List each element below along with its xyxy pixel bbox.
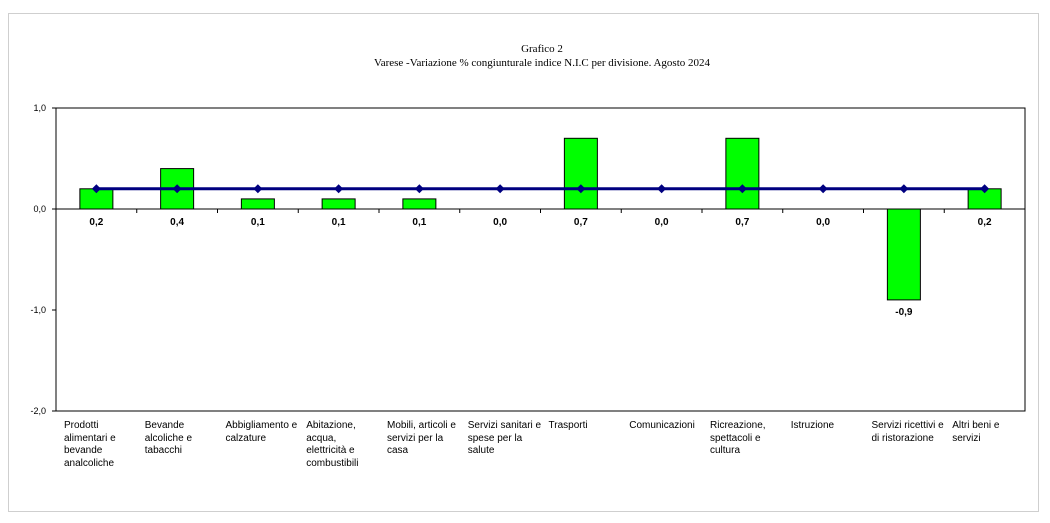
data-label: 0,0 [493,217,507,228]
data-label: 0,1 [412,217,426,228]
data-label: 0,7 [574,217,588,228]
series-marker [172,184,182,194]
data-label: 0,0 [816,217,830,228]
series-marker [253,184,263,194]
x-tick-label: Istruzione [790,420,835,431]
x-tick-label: Altri beni e servizi [952,420,1000,444]
series-marker [657,184,667,194]
data-label: 0,4 [170,217,184,228]
x-tick-label: Comunicazioni [629,420,695,431]
y-tick-label: -2,0 [30,406,46,416]
series-marker [414,184,424,194]
x-tick-label: Servizi sanitari e spese per la salute [467,420,542,456]
bar [321,198,356,210]
bar [886,208,921,301]
y-tick-label: 1,0 [33,103,46,113]
series-marker [495,184,505,194]
chart-frame [8,13,1039,512]
series-marker [91,184,101,194]
x-tick-label: Ricreazione, spettacoli e cultura [710,420,766,456]
x-tick-label: Abbigliamento e calzature [225,420,298,444]
chart-title-block: Grafico 2 Varese -Variazione % congiuntu… [0,42,1050,70]
data-label: 0,0 [655,217,669,228]
bar [402,198,437,210]
series-marker [899,184,909,194]
series-marker [737,184,747,194]
x-tick-label: Trasporti [548,420,588,431]
data-label: 0,7 [735,217,749,228]
series-marker [980,184,990,194]
chart-subtitle: Varese -Variazione % congiunturale indic… [373,57,711,69]
x-tick-label: Mobili, articoli e servizi per la casa [387,420,456,456]
series-marker [334,184,344,194]
y-tick-label: -1,0 [30,305,46,315]
chart-title: Grafico 2 [521,43,563,55]
x-tick-label: Prodotti alimentari e bevande analcolich… [64,420,116,469]
data-label: 0,2 [89,217,103,228]
data-label: 0,2 [978,217,992,228]
series-marker [818,184,828,194]
x-tick-label: Abitazione, acqua, elettricità e combust… [306,420,359,469]
bar [563,137,598,210]
plot-area [55,107,1026,412]
y-tick-label: 0,0 [33,204,46,214]
bar [725,137,760,210]
series-marker [576,184,586,194]
x-tick-label: Servizi ricettivi e di ristorazione [871,420,944,444]
bar [240,198,275,210]
data-label: -0,9 [895,307,913,318]
data-label: 0,1 [332,217,346,228]
data-label: 0,1 [251,217,265,228]
x-tick-label: Bevande alcoliche e tabacchi [144,420,193,456]
